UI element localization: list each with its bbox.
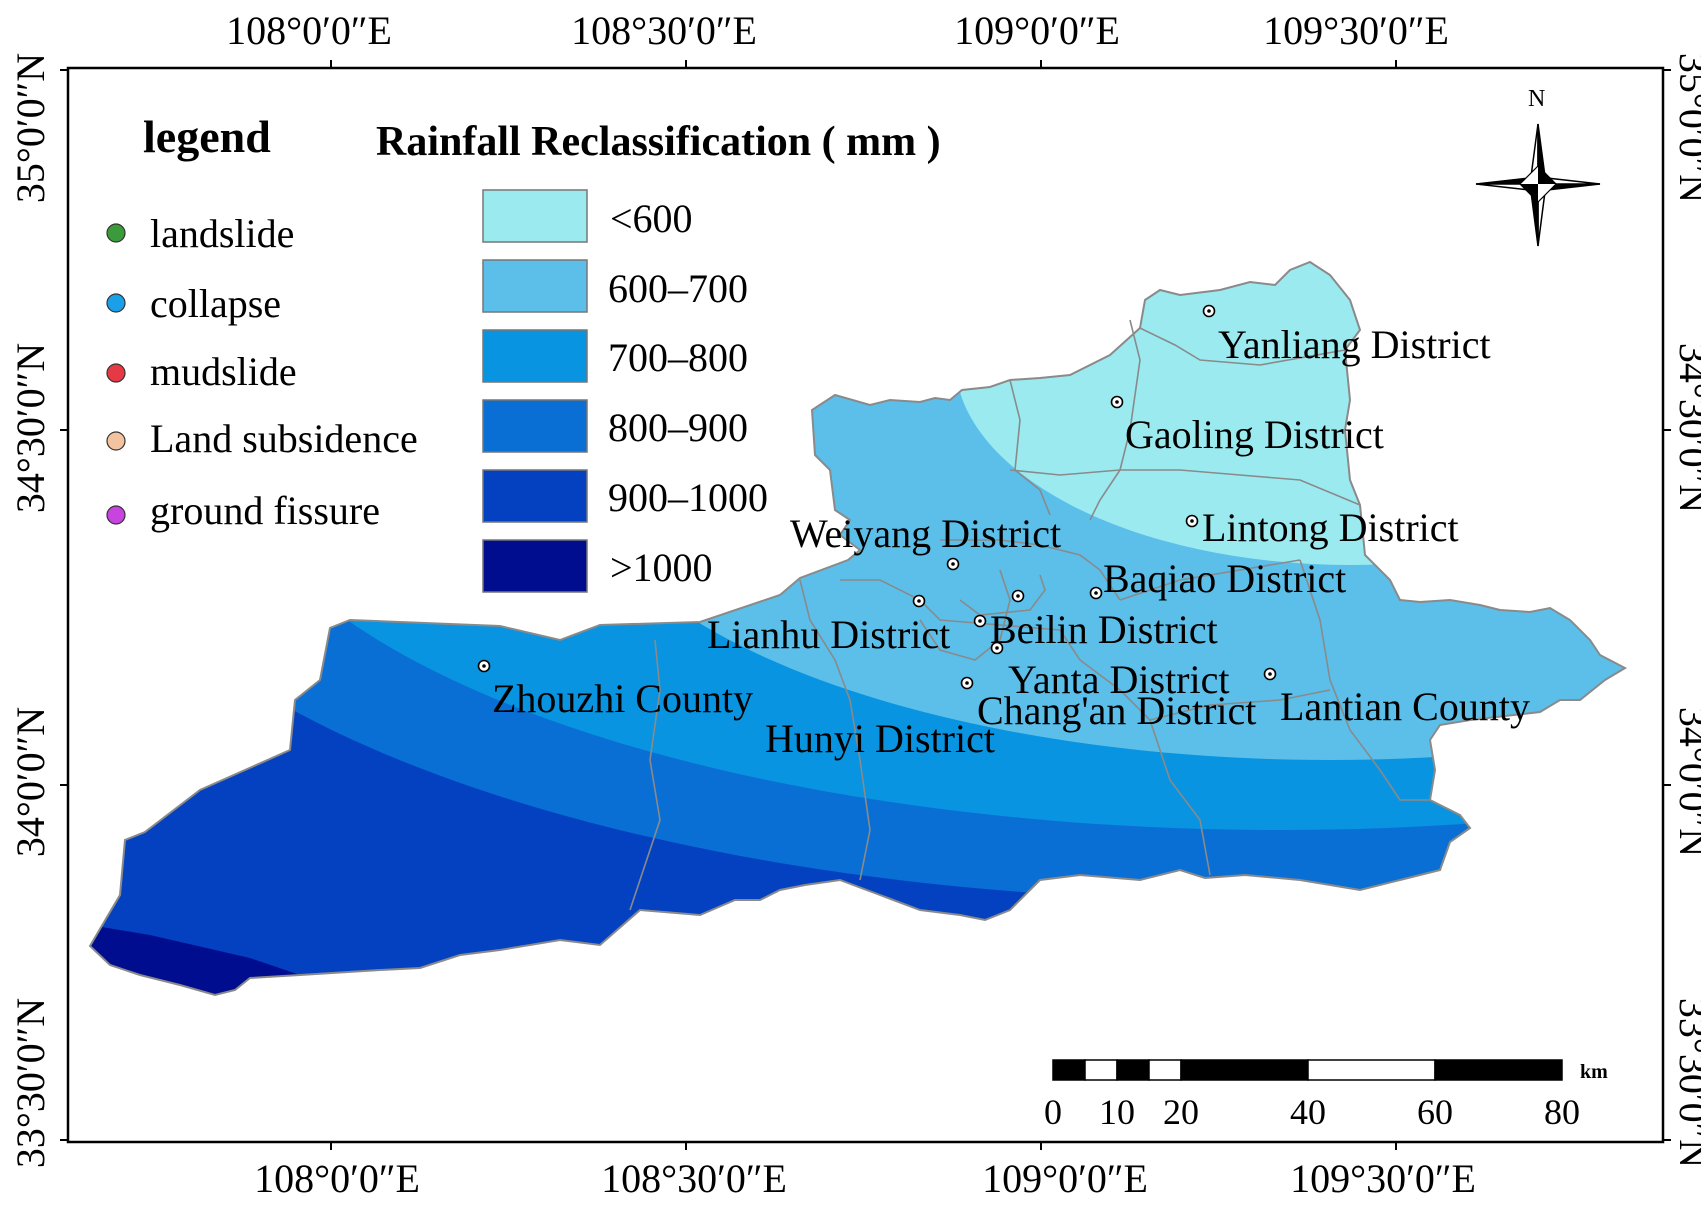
right-lat-ticks: 35°0′0″N 34°30′0″N 34°0′0″N 33°30′0″N <box>1663 53 1701 1168</box>
label-beilin: Beilin District <box>990 607 1218 652</box>
left-lat-label: 33°30′0″N <box>8 998 53 1168</box>
label-lianhu: Lianhu District <box>707 612 950 657</box>
scale-unit: km <box>1580 1061 1608 1083</box>
bottom-lon-ticks: 108°0′0″E 108°30′0″E 109°0′0″E 109°30′0″… <box>254 1142 1476 1201</box>
scale-tick-label: 80 <box>1544 1092 1580 1132</box>
district-points <box>477 304 1277 690</box>
rainfall-legend: Rainfall Reclassification ( mm ) <600 60… <box>376 119 941 593</box>
legend-label: mudslide <box>150 349 297 394</box>
legend-item-collapse: collapse <box>106 281 281 326</box>
legend-item-land-subsidence: Land subsidence <box>106 416 418 461</box>
top-lon-label: 109°0′0″E <box>954 8 1120 53</box>
swatch-900-1000 <box>482 469 588 523</box>
scale-tick-label: 40 <box>1290 1092 1326 1132</box>
swatch-700-800 <box>482 329 588 383</box>
scale-tick-label: 60 <box>1417 1092 1453 1132</box>
label-weiyang: Weiyang District <box>790 511 1061 556</box>
label-baqiao: Baqiao District <box>1103 556 1346 601</box>
legend-label: landslide <box>150 211 294 256</box>
class-label: 600–700 <box>608 266 748 311</box>
right-lat-label: 34°0′0″N <box>1671 707 1701 857</box>
label-zhouzhi: Zhouzhi County <box>492 676 753 721</box>
top-lon-label: 108°0′0″E <box>226 8 392 53</box>
legend-item-mudslide: mudslide <box>106 349 297 394</box>
top-lon-ticks: 108°0′0″E 108°30′0″E 109°0′0″E 109°30′0″… <box>226 8 1449 68</box>
scale-tick-label: 0 <box>1044 1092 1062 1132</box>
class-label: 800–900 <box>608 405 748 450</box>
scale-tick-label: 20 <box>1163 1092 1199 1132</box>
scale-bar: km 0 10 20 40 60 80 <box>1044 1059 1608 1132</box>
right-lat-label: 34°30′0″N <box>1671 343 1701 513</box>
left-lat-label: 35°0′0″N <box>8 53 53 203</box>
label-gaoling: Gaoling District <box>1125 412 1384 457</box>
swatch-gt1000 <box>482 539 588 593</box>
class-label: 900–1000 <box>608 475 768 520</box>
legend-item-landslide: landslide <box>106 211 294 256</box>
scale-tick-label: 10 <box>1099 1092 1135 1132</box>
mudslide-marker-icon <box>106 363 126 383</box>
left-lat-label: 34°0′0″N <box>8 707 53 857</box>
rainfall-legend-title: Rainfall Reclassification ( mm ) <box>376 119 941 165</box>
label-hunyi: Hunyi District <box>765 716 995 761</box>
collapse-marker-icon <box>106 293 126 313</box>
land-subsidence-marker-icon <box>106 431 126 451</box>
bottom-lon-label: 108°0′0″E <box>254 1156 420 1201</box>
bottom-lon-label: 108°30′0″E <box>601 1156 787 1201</box>
legend-title: legend <box>143 111 271 162</box>
swatch-800-900 <box>482 399 588 453</box>
label-lantian: Lantian County <box>1280 684 1530 729</box>
district-borders <box>629 319 1430 911</box>
label-yanliang: Yanliang District <box>1218 322 1491 367</box>
landslide-marker-icon <box>106 223 126 243</box>
top-lon-label: 108°30′0″E <box>571 8 757 53</box>
label-lintong: Lintong District <box>1202 505 1459 550</box>
label-yanta: Yanta District <box>1008 657 1229 702</box>
left-lat-label: 34°30′0″N <box>8 343 53 513</box>
swatch-lt600 <box>482 189 588 243</box>
legend-label: ground fissure <box>150 488 380 533</box>
legend-item-ground-fissure: ground fissure <box>106 488 380 533</box>
right-lat-label: 35°0′0″N <box>1671 53 1701 203</box>
swatch-600-700 <box>482 259 588 313</box>
district-labels: Yanliang District Gaoling District Linto… <box>492 322 1530 761</box>
right-lat-label: 33°30′0″N <box>1671 998 1701 1168</box>
class-label: >1000 <box>610 545 713 590</box>
north-arrow-icon: N <box>1475 86 1601 247</box>
bottom-lon-label: 109°0′0″E <box>982 1156 1148 1201</box>
label-changan: Chang'an District <box>977 688 1256 733</box>
bottom-lon-label: 109°30′0″E <box>1290 1156 1476 1201</box>
ground-fissure-marker-icon <box>106 505 126 525</box>
class-label: 700–800 <box>608 335 748 380</box>
legend-label: Land subsidence <box>150 416 418 461</box>
class-label: <600 <box>610 196 693 241</box>
left-lat-ticks: 35°0′0″N 34°30′0″N 34°0′0″N 33°30′0″N <box>8 53 68 1168</box>
legend-label: collapse <box>150 281 281 326</box>
hazard-legend: legend landslide collapse mudslide Land … <box>106 111 418 533</box>
top-lon-label: 109°30′0″E <box>1263 8 1449 53</box>
north-label: N <box>1528 86 1545 112</box>
